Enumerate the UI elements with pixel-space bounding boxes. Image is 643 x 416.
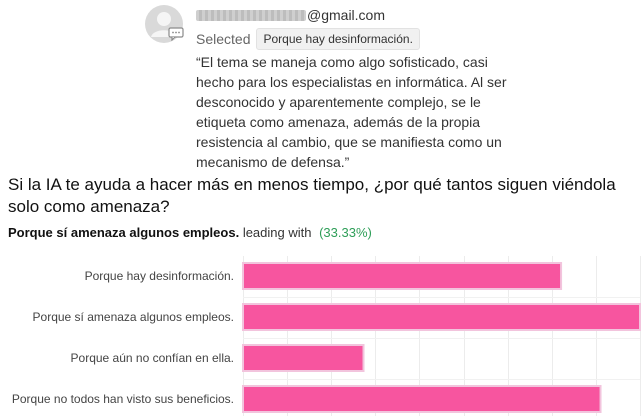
results-bar-chart: Porque hay desinformación. Porque sí amen… — [0, 256, 643, 416]
bar-label-1: Porque hay desinformación. — [84, 269, 234, 283]
comment-quote: “El tema se maneja como algo sofisticado… — [196, 54, 507, 170]
leading-answer-row: Porque sí amenaza algunos empleos. leadi… — [8, 224, 372, 242]
commenter-email: @gmail.com — [196, 6, 385, 24]
user-avatar-icon — [144, 4, 186, 46]
email-domain: @gmail.com — [307, 7, 386, 23]
leading-answer-name: Porque sí amenaza algunos empleos. — [8, 225, 240, 240]
bar-label-3: Porque aún no confían en ella. — [70, 351, 234, 365]
bar-2[interactable] — [244, 305, 639, 329]
bar-1[interactable] — [244, 264, 561, 288]
comment-card: @gmail.com Selected Porque hay desinform… — [0, 0, 643, 170]
bar-label-2: Porque sí amenaza algunos empleos. — [32, 310, 234, 324]
bar-label-4: Porque no todos han visto sus beneficios… — [11, 392, 234, 406]
selected-answer-row: Selected Porque hay desinformación. — [196, 28, 420, 50]
email-redacted-block — [196, 9, 306, 21]
bar-3[interactable] — [244, 346, 363, 370]
bar-4[interactable] — [244, 387, 600, 411]
chart-canvas — [242, 256, 641, 416]
poll-question: Si la IA te ayuda a hacer más en menos t… — [8, 175, 616, 216]
selected-label: Selected — [196, 31, 251, 47]
leading-percentage: (33.33%) — [319, 225, 372, 240]
leading-with-text: leading with — [242, 225, 312, 240]
selected-answer-pill: Porque hay desinformación. — [256, 28, 420, 50]
comment-bubble-icon — [168, 27, 184, 41]
